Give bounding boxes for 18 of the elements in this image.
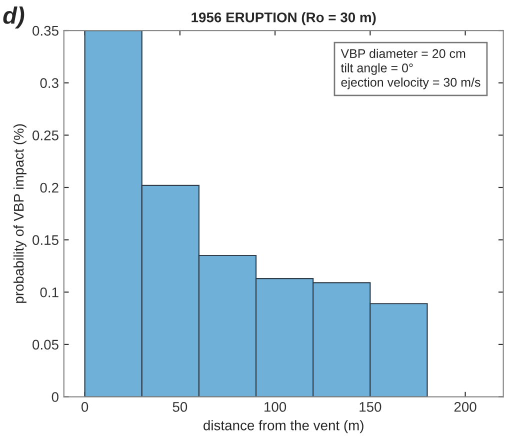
y-tick-label: 0.1: [40, 287, 58, 298]
y-tick-label: 0.05: [32, 340, 58, 350]
x-tick-label: 50: [172, 402, 188, 412]
text: d): [3, 6, 24, 29]
x-tick-label: 150: [360, 402, 382, 412]
y-tick-label: 0.35: [32, 26, 58, 36]
y-tick-label: 0.25: [32, 130, 58, 140]
y-tick-label: 0.15: [32, 235, 58, 245]
y-tick-label: 0.3: [40, 78, 58, 88]
chart-title: 1956 ERUPTION (Ro = 30 m): [192, 12, 376, 26]
x-tick-label: 200: [454, 402, 476, 412]
x-axis-title: distance from the vent (m): [204, 420, 364, 434]
y-tick-label: 0: [52, 392, 58, 402]
y-tick-label: 0.2: [40, 182, 58, 193]
x-tick-label: 0: [81, 402, 88, 412]
y-axis-title: probability of VBP impact (%): [13, 124, 26, 303]
x-tick-label: 100: [264, 402, 286, 412]
annotation: VBP diameter = 20 cm tilt angle = 0° ejection velocity = 30 m/s: [340, 48, 480, 90]
